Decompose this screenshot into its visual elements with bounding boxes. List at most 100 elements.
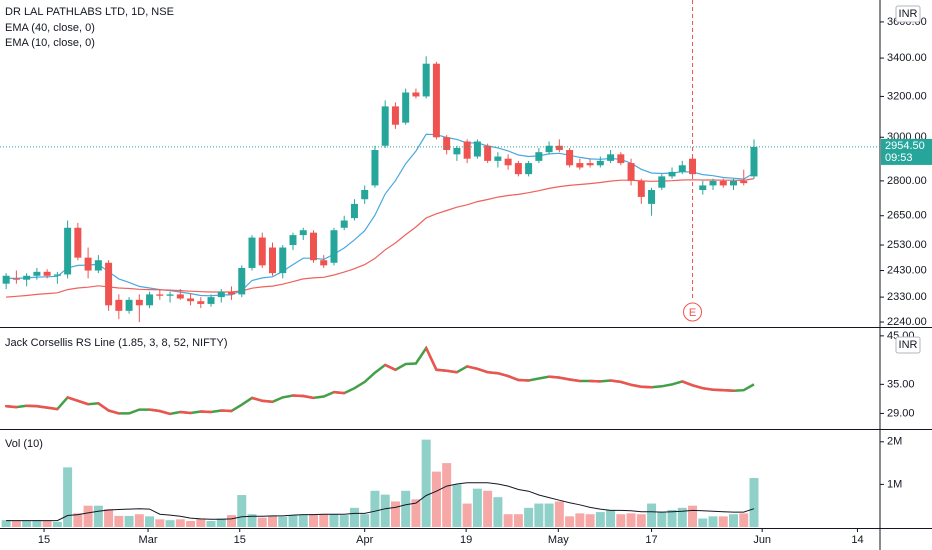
rs-down-segment xyxy=(506,374,520,382)
rs-down-segment xyxy=(97,402,110,412)
volume-bar xyxy=(175,519,185,527)
y-tick-label: 2430.00 xyxy=(887,264,927,276)
rs-down-segment xyxy=(383,363,397,372)
candle-body xyxy=(248,237,256,268)
volume-bar xyxy=(155,519,165,527)
volume-bar xyxy=(595,512,605,527)
candle-body xyxy=(607,154,615,161)
rs-down-segment xyxy=(496,371,510,378)
volume-bar xyxy=(196,518,206,527)
volume-bar xyxy=(308,514,318,527)
candle-body xyxy=(74,227,82,258)
candle-body xyxy=(545,145,553,153)
volume-bar xyxy=(513,514,523,527)
candle-body xyxy=(617,154,625,164)
volume-bar xyxy=(114,515,124,527)
rs-down-segment xyxy=(445,369,459,374)
rs-down-segment xyxy=(250,396,264,403)
event-marker xyxy=(683,302,703,322)
rs-down-segment xyxy=(66,396,80,403)
volume-bar xyxy=(503,514,513,527)
candle-body xyxy=(258,237,266,266)
volume-bar xyxy=(493,497,503,527)
candle-body xyxy=(2,275,10,284)
candle-body xyxy=(658,176,666,188)
candle-body xyxy=(504,158,512,166)
x-tick-label: 19 xyxy=(460,534,472,546)
candle-body xyxy=(64,227,72,275)
volume-bar xyxy=(606,509,616,527)
volume-bar xyxy=(268,515,278,527)
candle-body xyxy=(217,291,225,298)
currency-box xyxy=(895,5,921,23)
volume-bar xyxy=(237,495,247,527)
candle-body xyxy=(228,291,236,295)
candle-body xyxy=(402,92,410,123)
candle-body xyxy=(668,171,676,177)
volume-bar xyxy=(247,514,257,527)
candle-body xyxy=(33,271,41,276)
rs-down-segment xyxy=(76,399,90,406)
candle-body xyxy=(361,189,369,200)
volume-bar xyxy=(298,515,308,527)
volume-bar xyxy=(739,513,749,527)
volume-bar xyxy=(718,516,728,527)
y-tick-label: 2530.00 xyxy=(887,239,927,251)
volume-bar xyxy=(524,507,534,527)
legend-entry: EMA (40, close, 0) xyxy=(5,22,95,34)
volume-bar xyxy=(616,514,626,527)
volume-bar xyxy=(32,520,42,527)
candle-body xyxy=(371,150,379,186)
volume-bar xyxy=(698,518,708,527)
candle-body xyxy=(187,298,195,302)
candle-body xyxy=(279,247,287,274)
candle-body xyxy=(514,163,522,175)
candle-body xyxy=(740,180,748,184)
candle-body xyxy=(330,230,338,263)
legend-entry: EMA (10, close, 0) xyxy=(5,37,95,49)
candle-body xyxy=(156,294,164,296)
volume-bar xyxy=(227,515,237,527)
rs-down-segment xyxy=(681,380,694,387)
last-price-label: 2954.50 xyxy=(885,140,925,152)
candle-body xyxy=(422,63,430,97)
x-tick-label: May xyxy=(548,534,569,546)
volume-bar xyxy=(472,488,482,527)
volume-bar xyxy=(626,513,636,527)
event-label: E xyxy=(689,307,696,319)
rs-down-segment xyxy=(486,370,500,375)
candle-body xyxy=(176,294,184,299)
volume-bar xyxy=(360,514,370,527)
x-tick-label: Mar xyxy=(139,534,158,546)
volume-bar xyxy=(257,517,267,527)
last-price-box xyxy=(881,138,932,165)
candle-body xyxy=(43,271,51,276)
rs-down-segment xyxy=(301,394,315,400)
volume-bar xyxy=(83,505,93,527)
volume-bar xyxy=(575,513,585,527)
candle-body xyxy=(166,294,174,296)
candle-body xyxy=(269,247,277,274)
candle-body xyxy=(115,299,123,311)
candle-body xyxy=(678,165,686,172)
candle-body xyxy=(105,262,113,306)
candle-body xyxy=(289,235,297,246)
candle-body xyxy=(391,106,399,125)
rs-down-segment xyxy=(148,408,162,413)
x-tick-label: 15 xyxy=(38,534,50,546)
volume-bar xyxy=(390,501,400,527)
volume-bar xyxy=(452,484,462,527)
x-tick-label: 17 xyxy=(645,534,657,546)
candle-body xyxy=(535,152,543,161)
candle-body xyxy=(135,299,143,306)
volume-bar xyxy=(544,503,554,527)
candle-body xyxy=(146,294,154,306)
candle-body xyxy=(412,92,420,97)
rs-down-segment xyxy=(45,406,59,411)
y-tick-label: 2330.00 xyxy=(887,291,927,303)
volume-bar xyxy=(349,507,359,527)
volume-bar xyxy=(42,521,52,527)
y-tick-label: 29.00 xyxy=(887,407,915,419)
rs-down-segment xyxy=(158,409,172,416)
rs-down-segment xyxy=(691,384,705,390)
